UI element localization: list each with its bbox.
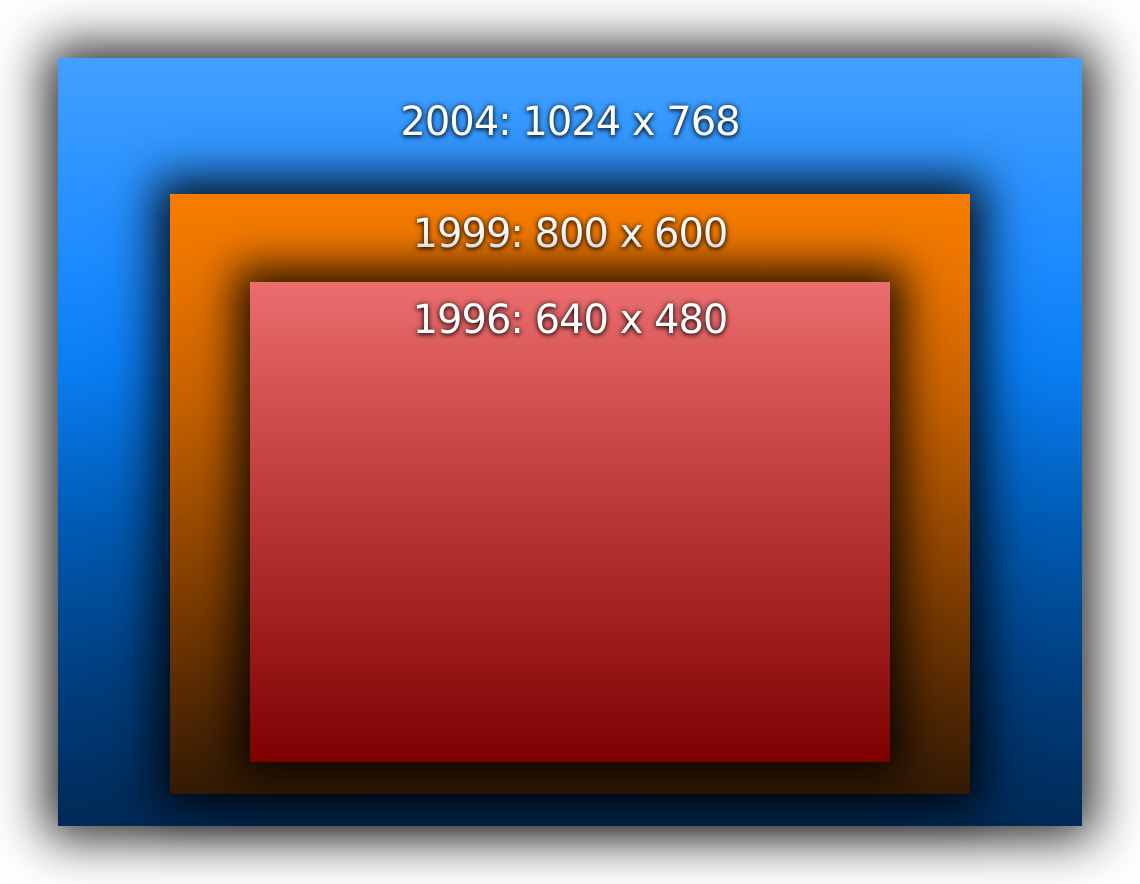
resolution-label-1999: 1999: 800 x 600 xyxy=(412,211,729,257)
resolution-box-1996: 1996: 640 x 480 xyxy=(250,282,890,762)
resolution-label-2004: 2004: 1024 x 768 xyxy=(400,99,740,145)
resolution-label-1996: 1996: 640 x 480 xyxy=(412,297,729,343)
